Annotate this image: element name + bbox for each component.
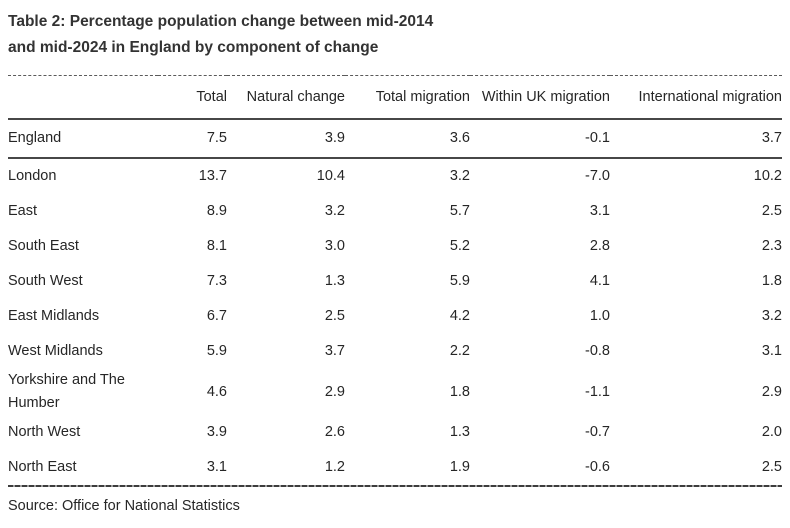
value-cell: 7.3 [206, 273, 227, 289]
value-cell: 8.1 [206, 238, 227, 254]
value-cell: 3.9 [206, 424, 227, 440]
table-row: North West 3.9 2.6 1.3 -0.7 2.0 [8, 415, 782, 450]
region-column-header [8, 75, 158, 120]
value-cell: 3.6 [345, 119, 470, 159]
table-bottom-rule [8, 485, 782, 487]
region-label: South West [8, 273, 83, 289]
value-cell: 10.2 [753, 168, 782, 184]
value-cell: 5.7 [449, 203, 470, 219]
column-header: Natural change [227, 75, 345, 120]
value-cell: -1.1 [585, 383, 610, 400]
header-row: Total Natural change Total migration Within… [8, 75, 782, 120]
region-label: North West [8, 424, 81, 440]
value-cell: 4.2 [449, 308, 470, 324]
column-header: Within UK migration [470, 75, 610, 120]
table-row: South West 7.3 1.3 5.9 4.1 1.8 [8, 264, 782, 299]
column-header: Total migration [345, 75, 470, 120]
value-cell: 3.7 [324, 343, 345, 359]
table-row: London 13.7 10.4 3.2 -7.0 10.2 [8, 158, 782, 194]
value-cell: 2.9 [324, 383, 345, 400]
table-header: Total Natural change Total migration Within… [8, 75, 782, 120]
value-cell: 3.1 [761, 343, 782, 359]
value-cell: 3.2 [324, 203, 345, 219]
value-cell: 5.9 [206, 343, 227, 359]
value-cell: 3.1 [206, 459, 227, 475]
value-cell: 6.7 [206, 308, 227, 324]
value-cell: 4.1 [589, 273, 610, 289]
table-body: England 7.5 3.9 3.6 -0.1 3.7 London 13.7 10.4 3.2… [8, 119, 782, 485]
value-cell: 2.8 [589, 238, 610, 254]
value-cell: 7.5 [158, 119, 227, 159]
value-cell: 3.2 [761, 308, 782, 324]
table-row: East Midlands 6.7 2.5 4.2 1.0 3.2 [8, 299, 782, 334]
value-cell: 1.3 [324, 273, 345, 289]
table-title-line-2: and mid-2024 in England by component of … [8, 39, 379, 56]
value-cell: 1.8 [761, 273, 782, 289]
value-cell: -0.6 [585, 459, 610, 475]
source-text: Source: Office for National Statistics [8, 498, 240, 514]
value-cell: 8.9 [206, 203, 227, 219]
table-row: Yorkshire and The Humber 4.6 2.9 1.8 -1.1 2.9 [8, 369, 782, 415]
value-cell: 1.8 [449, 383, 470, 400]
table-title: Table 2: Percentage population change be… [8, 9, 782, 61]
table-row: North East 3.1 1.2 1.9 -0.6 2.5 [8, 450, 782, 485]
region-label: North East [8, 459, 77, 475]
value-cell: 2.3 [761, 238, 782, 254]
region-label: South East [8, 238, 79, 254]
value-cell: -0.1 [470, 119, 610, 159]
population-change-table: Total Natural change Total migration Within… [8, 75, 782, 485]
value-cell: 2.5 [761, 459, 782, 475]
value-cell: 1.3 [449, 424, 470, 440]
value-cell: 13.7 [198, 168, 227, 184]
column-header: Total [158, 75, 227, 120]
value-cell: 2.5 [761, 203, 782, 219]
table-row: England 7.5 3.9 3.6 -0.1 3.7 [8, 119, 782, 159]
value-cell: 1.0 [589, 308, 610, 324]
value-cell: 4.6 [206, 383, 227, 400]
value-cell: 3.2 [449, 168, 470, 184]
table-row: South East 8.1 3.0 5.2 2.8 2.3 [8, 229, 782, 264]
region-label: East Midlands [8, 308, 100, 324]
value-cell: 5.9 [449, 273, 470, 289]
page: Table 2: Percentage population change be… [8, 9, 782, 514]
value-cell: 3.0 [324, 238, 345, 254]
value-cell: 3.1 [589, 203, 610, 219]
value-cell: 3.9 [227, 119, 345, 159]
value-cell: 2.6 [324, 424, 345, 440]
value-cell: 5.2 [449, 238, 470, 254]
table-row: East 8.9 3.2 5.7 3.1 2.5 [8, 194, 782, 229]
value-cell: 2.2 [449, 343, 470, 359]
value-cell: 2.5 [324, 308, 345, 324]
value-cell: -0.8 [585, 343, 610, 359]
table-title-line-1: Table 2: Percentage population change be… [8, 13, 434, 30]
value-cell: 3.7 [610, 119, 782, 159]
region-label: London [8, 168, 57, 184]
value-cell: 2.9 [761, 383, 782, 400]
region-label: West Midlands [8, 343, 103, 359]
region-label: Yorkshire and The Humber [8, 372, 125, 411]
column-header: International migration [610, 75, 782, 120]
value-cell: -0.7 [585, 424, 610, 440]
value-cell: -7.0 [585, 168, 610, 184]
region-label: England [8, 119, 158, 159]
table-row: West Midlands 5.9 3.7 2.2 -0.8 3.1 [8, 334, 782, 369]
region-label: East [8, 203, 38, 219]
value-cell: 1.9 [449, 459, 470, 475]
value-cell: 10.4 [316, 168, 345, 184]
value-cell: 1.2 [324, 459, 345, 475]
value-cell: 2.0 [761, 424, 782, 440]
